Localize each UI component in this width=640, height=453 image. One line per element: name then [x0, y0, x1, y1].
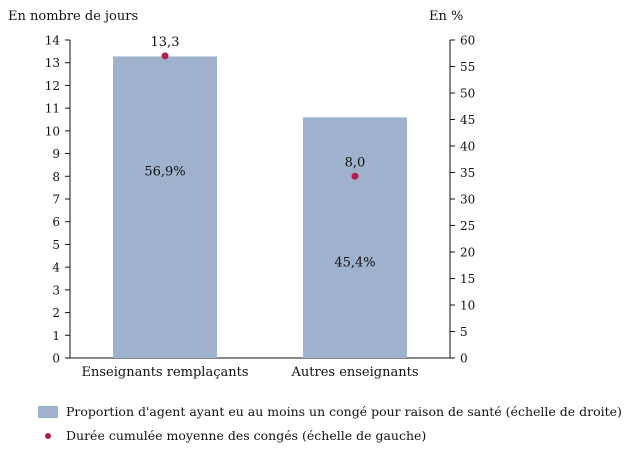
left-tick-label: 11 [45, 102, 60, 116]
right-tick-label: 35 [460, 166, 475, 180]
left-tick-label: 6 [52, 215, 60, 229]
right-tick-label: 45 [460, 113, 475, 127]
right-tick-label: 0 [460, 352, 468, 366]
right-tick-label: 55 [460, 60, 475, 74]
left-tick-label: 8 [52, 170, 60, 184]
right-tick-label: 5 [460, 325, 468, 339]
left-axis-title: En nombre de jours [8, 9, 138, 24]
legend-bar-swatch [38, 405, 58, 418]
bars: 56,9% 45,4% [113, 56, 407, 359]
right-tick-label: 40 [460, 140, 475, 154]
left-tick-label: 7 [52, 193, 60, 207]
left-tick-label: 4 [52, 261, 60, 275]
left-tick-label: 14 [45, 34, 61, 48]
legend-point-dot [45, 432, 51, 439]
right-tick-label: 30 [460, 193, 475, 207]
point-value-label: 13,3 [151, 35, 180, 50]
left-tick-label: 2 [52, 306, 60, 320]
legend-point: Durée cumulée moyenne des congés (échell… [38, 428, 426, 443]
right-tick-label: 15 [460, 272, 475, 286]
bar-value-label: 56,9% [144, 165, 185, 180]
bar [113, 56, 217, 359]
left-tick-label: 5 [52, 238, 60, 252]
category-label: Autres enseignants [291, 365, 419, 380]
left-tick-label: 13 [45, 56, 60, 70]
bar-value-label: 45,4% [334, 255, 375, 270]
point [351, 172, 359, 180]
left-tick-label: 9 [52, 147, 60, 161]
bar [303, 117, 407, 358]
right-tick-label: 10 [460, 299, 475, 313]
category-label: Enseignants remplaçants [82, 365, 249, 380]
points: 13,3 8,0 [151, 35, 366, 180]
left-tick-label: 0 [52, 352, 60, 366]
right-tick-label: 50 [460, 87, 475, 101]
left-tick-label: 12 [45, 79, 60, 93]
left-tick-label: 1 [52, 329, 60, 343]
right-tick-label: 20 [460, 246, 475, 260]
category-labels: Enseignants remplaçants Autres enseignant… [82, 365, 419, 380]
legend-point-label: Durée cumulée moyenne des congés (échell… [66, 428, 427, 443]
left-tick-label: 10 [45, 124, 60, 138]
legend-bar-label: Proportion d'agent ayant eu au moins un … [66, 404, 622, 419]
right-axis-ticks: 0 5 10 15 20 25 30 35 40 45 50 55 60 [450, 34, 475, 366]
point-value-label: 8,0 [345, 155, 366, 170]
legend-bar: Proportion d'agent ayant eu au moins un … [38, 404, 622, 419]
right-axis-title: En % [429, 9, 463, 24]
left-tick-label: 3 [52, 283, 60, 297]
point [161, 52, 169, 60]
right-tick-label: 25 [460, 219, 475, 233]
right-tick-label: 60 [460, 34, 475, 48]
